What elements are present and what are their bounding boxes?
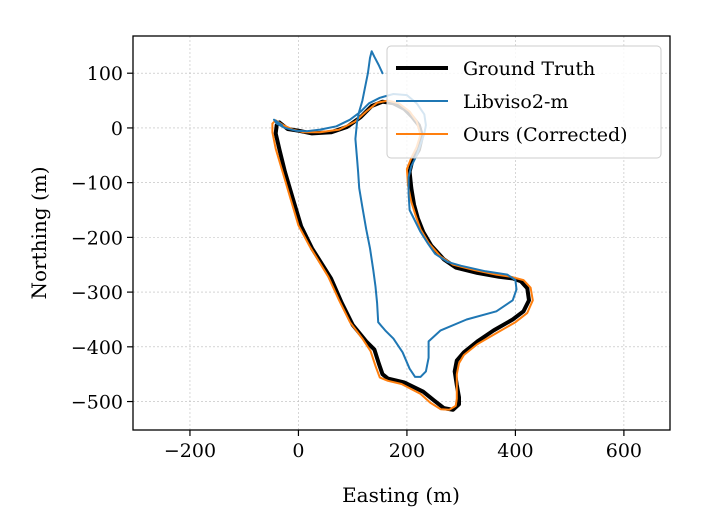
series-libviso2-m: [273, 50, 518, 378]
x-tick-label: 200: [389, 440, 425, 462]
legend-label-ours: Ours (Corrected): [463, 124, 628, 146]
x-tick-label: 400: [497, 440, 533, 462]
y-tick-label: −500: [71, 392, 123, 414]
axis-ticks: −200 0 200 400 600 100 0 −100 −200 −300 −400 −500: [71, 63, 642, 462]
y-tick-label: −200: [71, 227, 123, 249]
y-tick-label: −100: [71, 173, 123, 195]
legend-label-ground-truth: Ground Truth: [463, 58, 595, 80]
y-tick-label: 100: [87, 63, 123, 85]
y-axis-label: Northing (m): [27, 166, 51, 299]
x-tick-label: 600: [606, 440, 642, 462]
plot-frame: [132, 35, 671, 431]
y-tick-label: 0: [111, 118, 123, 140]
x-tick-label: −200: [164, 440, 216, 462]
y-tick-label: −300: [71, 282, 123, 304]
legend: Ground Truth Libviso2-m Ours (Corrected): [386, 45, 662, 159]
x-axis-label: Easting (m): [342, 483, 460, 507]
x-tick-label: 0: [292, 440, 304, 462]
y-tick-label: −400: [71, 337, 123, 359]
legend-label-libviso: Libviso2-m: [463, 91, 568, 113]
legend-box: [386, 45, 662, 159]
